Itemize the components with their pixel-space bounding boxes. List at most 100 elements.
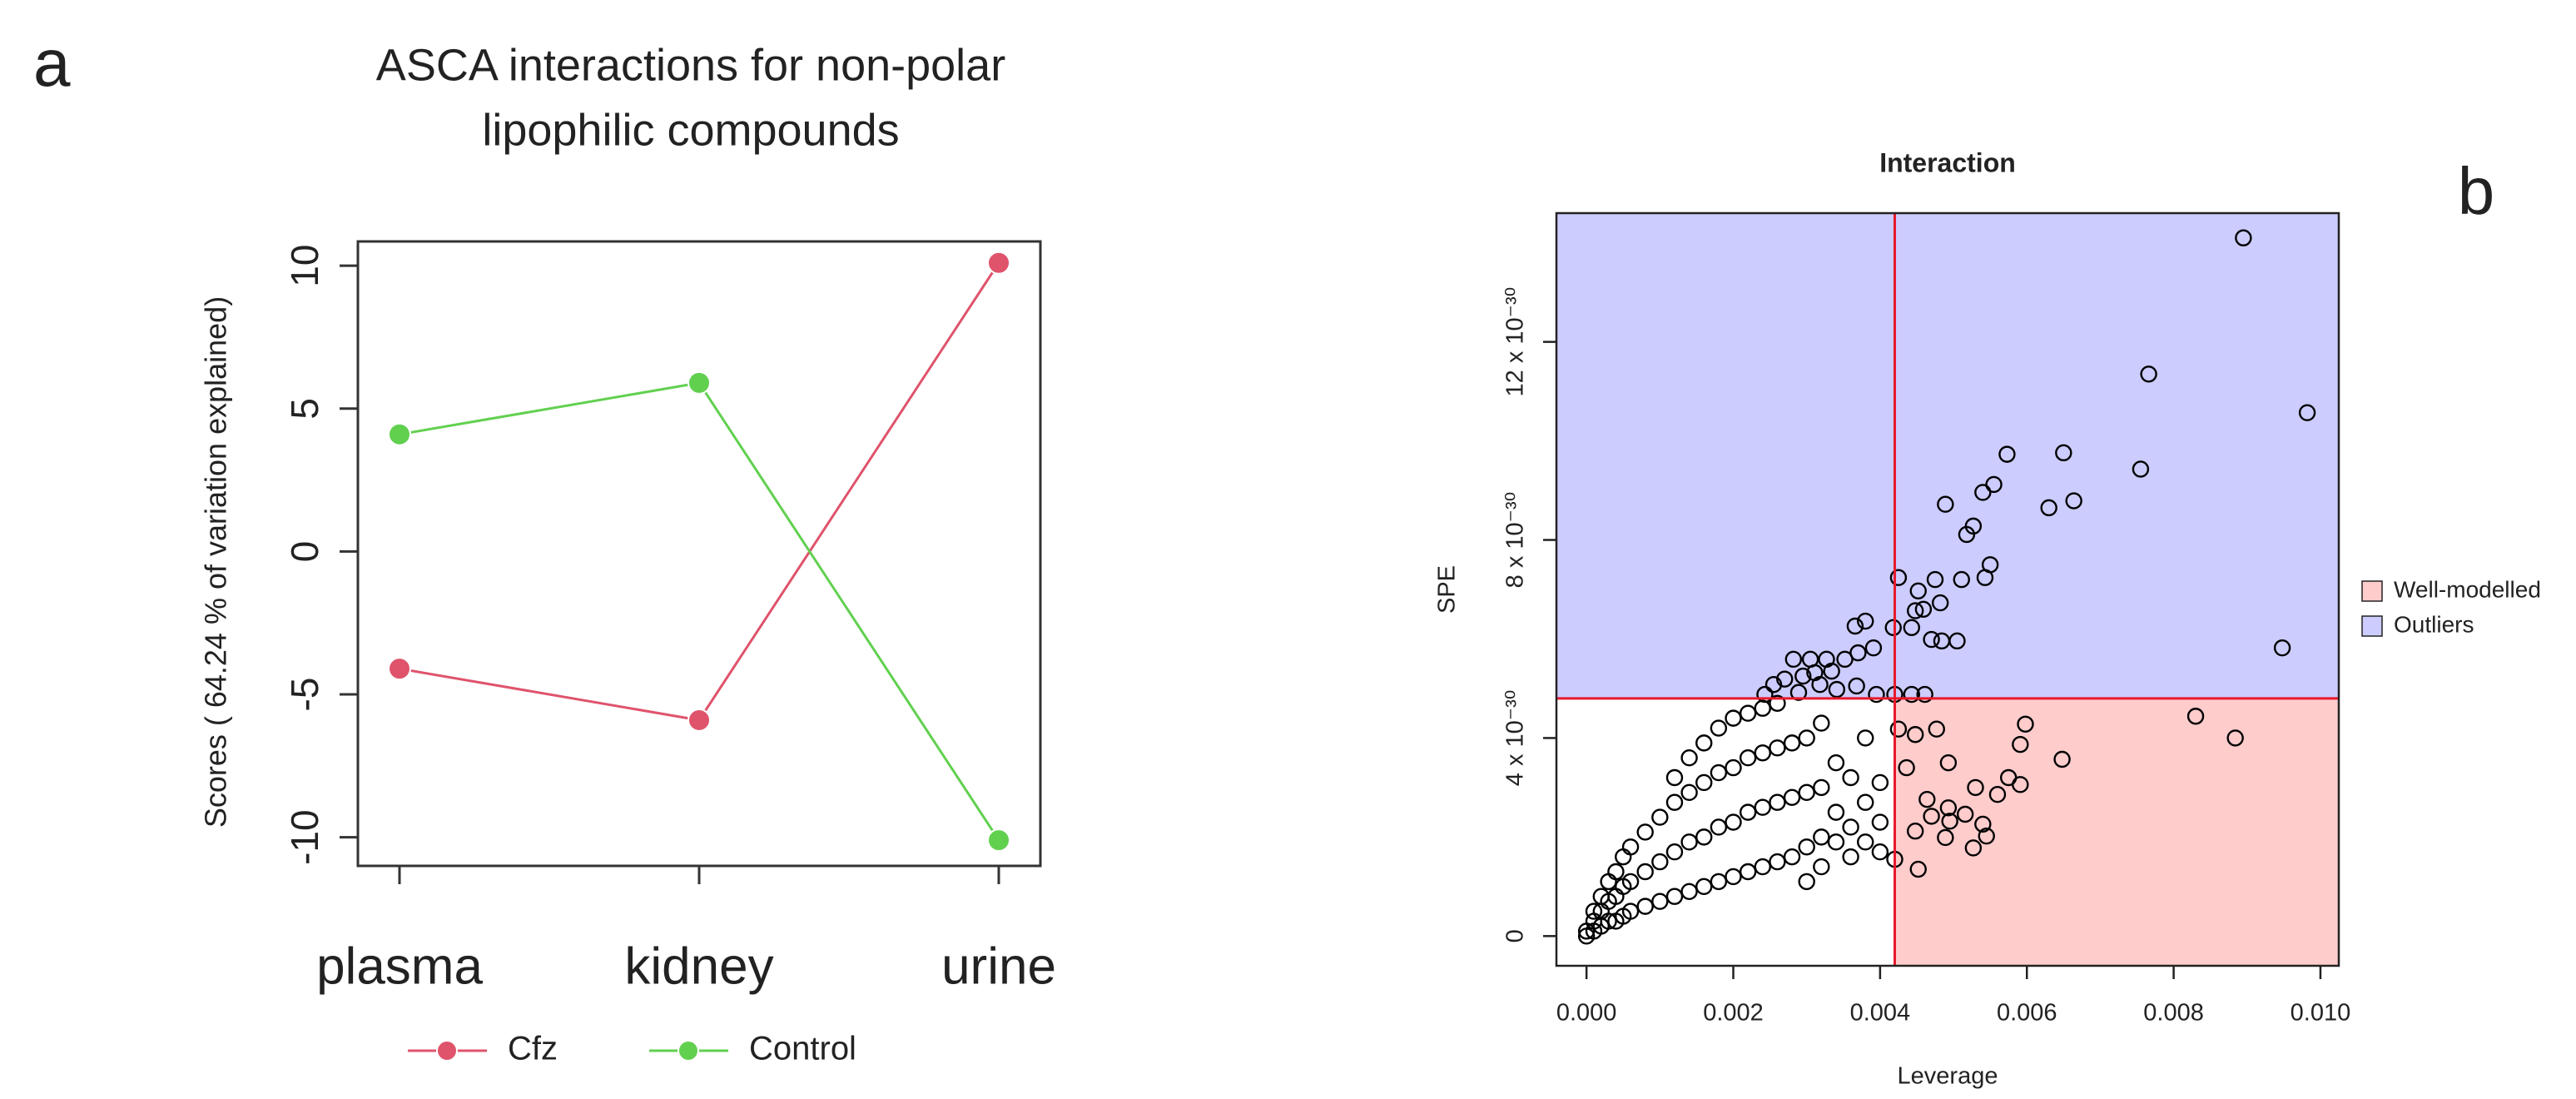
data-point xyxy=(1680,783,1698,802)
outlier-region xyxy=(1556,213,2339,699)
data-point xyxy=(1739,749,1757,767)
data-point xyxy=(1754,858,1771,876)
data-point xyxy=(1958,525,1976,544)
data-point xyxy=(2053,750,2071,768)
data-point xyxy=(1725,868,1742,886)
data-point xyxy=(1985,475,2003,494)
data-point xyxy=(388,422,411,446)
legend-marker xyxy=(678,1040,699,1062)
chart-title: Interaction xyxy=(1879,147,2016,177)
x-axis-label: Leverage xyxy=(1898,1063,1998,1090)
data-point xyxy=(1710,719,1728,737)
data-point xyxy=(2298,404,2316,421)
data-point xyxy=(1964,839,1983,857)
y-tick-label: 0 xyxy=(283,541,326,563)
data-point xyxy=(2055,444,2072,462)
data-point xyxy=(1636,863,1654,881)
data-point xyxy=(1909,860,1927,878)
chart-title: lipophilic compounds xyxy=(482,105,899,155)
data-point xyxy=(1754,744,1771,762)
data-point xyxy=(1926,570,1944,589)
y-tick-label: 0 xyxy=(1502,929,1529,942)
y-axis-label: SPE xyxy=(1434,565,1461,614)
data-point xyxy=(1939,753,1958,772)
data-point xyxy=(1871,843,1889,861)
data-point xyxy=(1695,734,1713,752)
data-point xyxy=(1607,863,1625,881)
data-point xyxy=(2017,715,2034,733)
data-point xyxy=(1764,675,1783,694)
data-point xyxy=(1907,602,1924,619)
data-point xyxy=(1665,888,1684,905)
data-point xyxy=(1710,818,1728,836)
data-point xyxy=(1695,773,1713,792)
data-point xyxy=(1665,793,1684,811)
data-point xyxy=(1953,570,1970,589)
data-point xyxy=(1948,632,1966,650)
data-point xyxy=(1665,768,1684,787)
data-point xyxy=(1725,813,1742,831)
data-point xyxy=(1923,630,1940,649)
data-point xyxy=(1898,758,1915,777)
plot-box xyxy=(1555,211,2340,967)
data-point xyxy=(1621,873,1640,891)
data-point xyxy=(1909,582,1927,599)
x-tick-label: 0.010 xyxy=(2291,1000,2351,1027)
data-point xyxy=(1621,903,1640,920)
data-point xyxy=(1988,786,2007,803)
data-point xyxy=(1813,828,1830,846)
data-point xyxy=(1695,878,1713,896)
data-point xyxy=(1769,853,1786,871)
data-point xyxy=(1914,600,1933,618)
data-point xyxy=(1974,815,1992,833)
data-point xyxy=(1871,773,1889,792)
x-tick-label: 0.002 xyxy=(1703,1000,1764,1027)
data-point xyxy=(2140,366,2157,383)
data-point xyxy=(1769,694,1786,712)
data-point xyxy=(1725,758,1742,777)
data-point xyxy=(1941,813,1958,830)
data-point xyxy=(1842,768,1859,787)
x-tick-label: 0.008 xyxy=(2143,1000,2204,1027)
data-point xyxy=(1842,848,1859,866)
data-point xyxy=(2065,492,2082,510)
legend-label: Control xyxy=(749,1031,856,1067)
panel-label: b xyxy=(2458,154,2495,228)
panel-label: a xyxy=(33,26,71,100)
data-point xyxy=(1868,685,1885,704)
x-tick-label: urine xyxy=(941,937,1056,995)
data-point xyxy=(1769,739,1786,757)
legend-marker xyxy=(436,1040,458,1062)
legend-label: Outliers xyxy=(2394,611,2474,637)
chart-title: ASCA interactions for non-polar xyxy=(376,40,1005,90)
data-point xyxy=(2012,776,2029,793)
data-point xyxy=(1784,650,1803,669)
data-point xyxy=(1739,704,1757,722)
data-point xyxy=(1769,793,1786,811)
data-point xyxy=(2226,729,2244,747)
data-point xyxy=(1798,873,1815,891)
data-point xyxy=(1871,813,1889,831)
legend-swatch xyxy=(2361,615,2383,637)
data-point xyxy=(1636,823,1654,841)
data-point xyxy=(1783,788,1801,806)
data-point xyxy=(987,251,1010,275)
data-point xyxy=(1811,675,1829,694)
x-tick-label: kidney xyxy=(624,937,773,995)
data-point xyxy=(388,657,411,681)
data-point xyxy=(1776,670,1794,688)
data-point xyxy=(1695,828,1713,846)
data-point xyxy=(1903,685,1920,704)
data-point xyxy=(1889,720,1908,738)
x-tick-label: 0.004 xyxy=(1850,1000,1911,1027)
data-point xyxy=(2132,460,2150,478)
data-point xyxy=(1754,798,1771,816)
data-point xyxy=(1956,805,1974,823)
data-point xyxy=(1783,734,1801,752)
data-point xyxy=(1794,667,1812,685)
legend-label: Cfz xyxy=(508,1031,558,1067)
data-point xyxy=(1725,709,1742,727)
data-point xyxy=(1976,569,1994,586)
data-point xyxy=(1828,680,1846,699)
